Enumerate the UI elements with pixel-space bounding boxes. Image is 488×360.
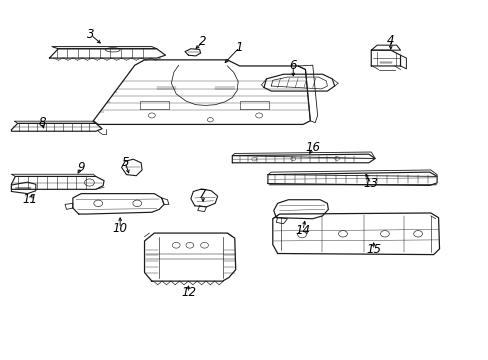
Text: 14: 14 [295, 224, 310, 237]
Text: 5: 5 [121, 156, 128, 168]
Text: 9: 9 [77, 161, 85, 174]
Text: 13: 13 [363, 177, 378, 190]
Text: 15: 15 [366, 243, 381, 256]
Text: 10: 10 [112, 222, 127, 235]
Text: 12: 12 [181, 287, 196, 300]
Text: 6: 6 [289, 59, 296, 72]
Text: 8: 8 [39, 116, 46, 129]
Text: 11: 11 [22, 193, 38, 206]
Text: 16: 16 [305, 141, 320, 154]
Text: 7: 7 [199, 188, 206, 201]
Text: 1: 1 [235, 41, 243, 54]
Text: 3: 3 [87, 28, 95, 41]
Text: 2: 2 [199, 35, 206, 49]
Text: 4: 4 [386, 33, 394, 47]
